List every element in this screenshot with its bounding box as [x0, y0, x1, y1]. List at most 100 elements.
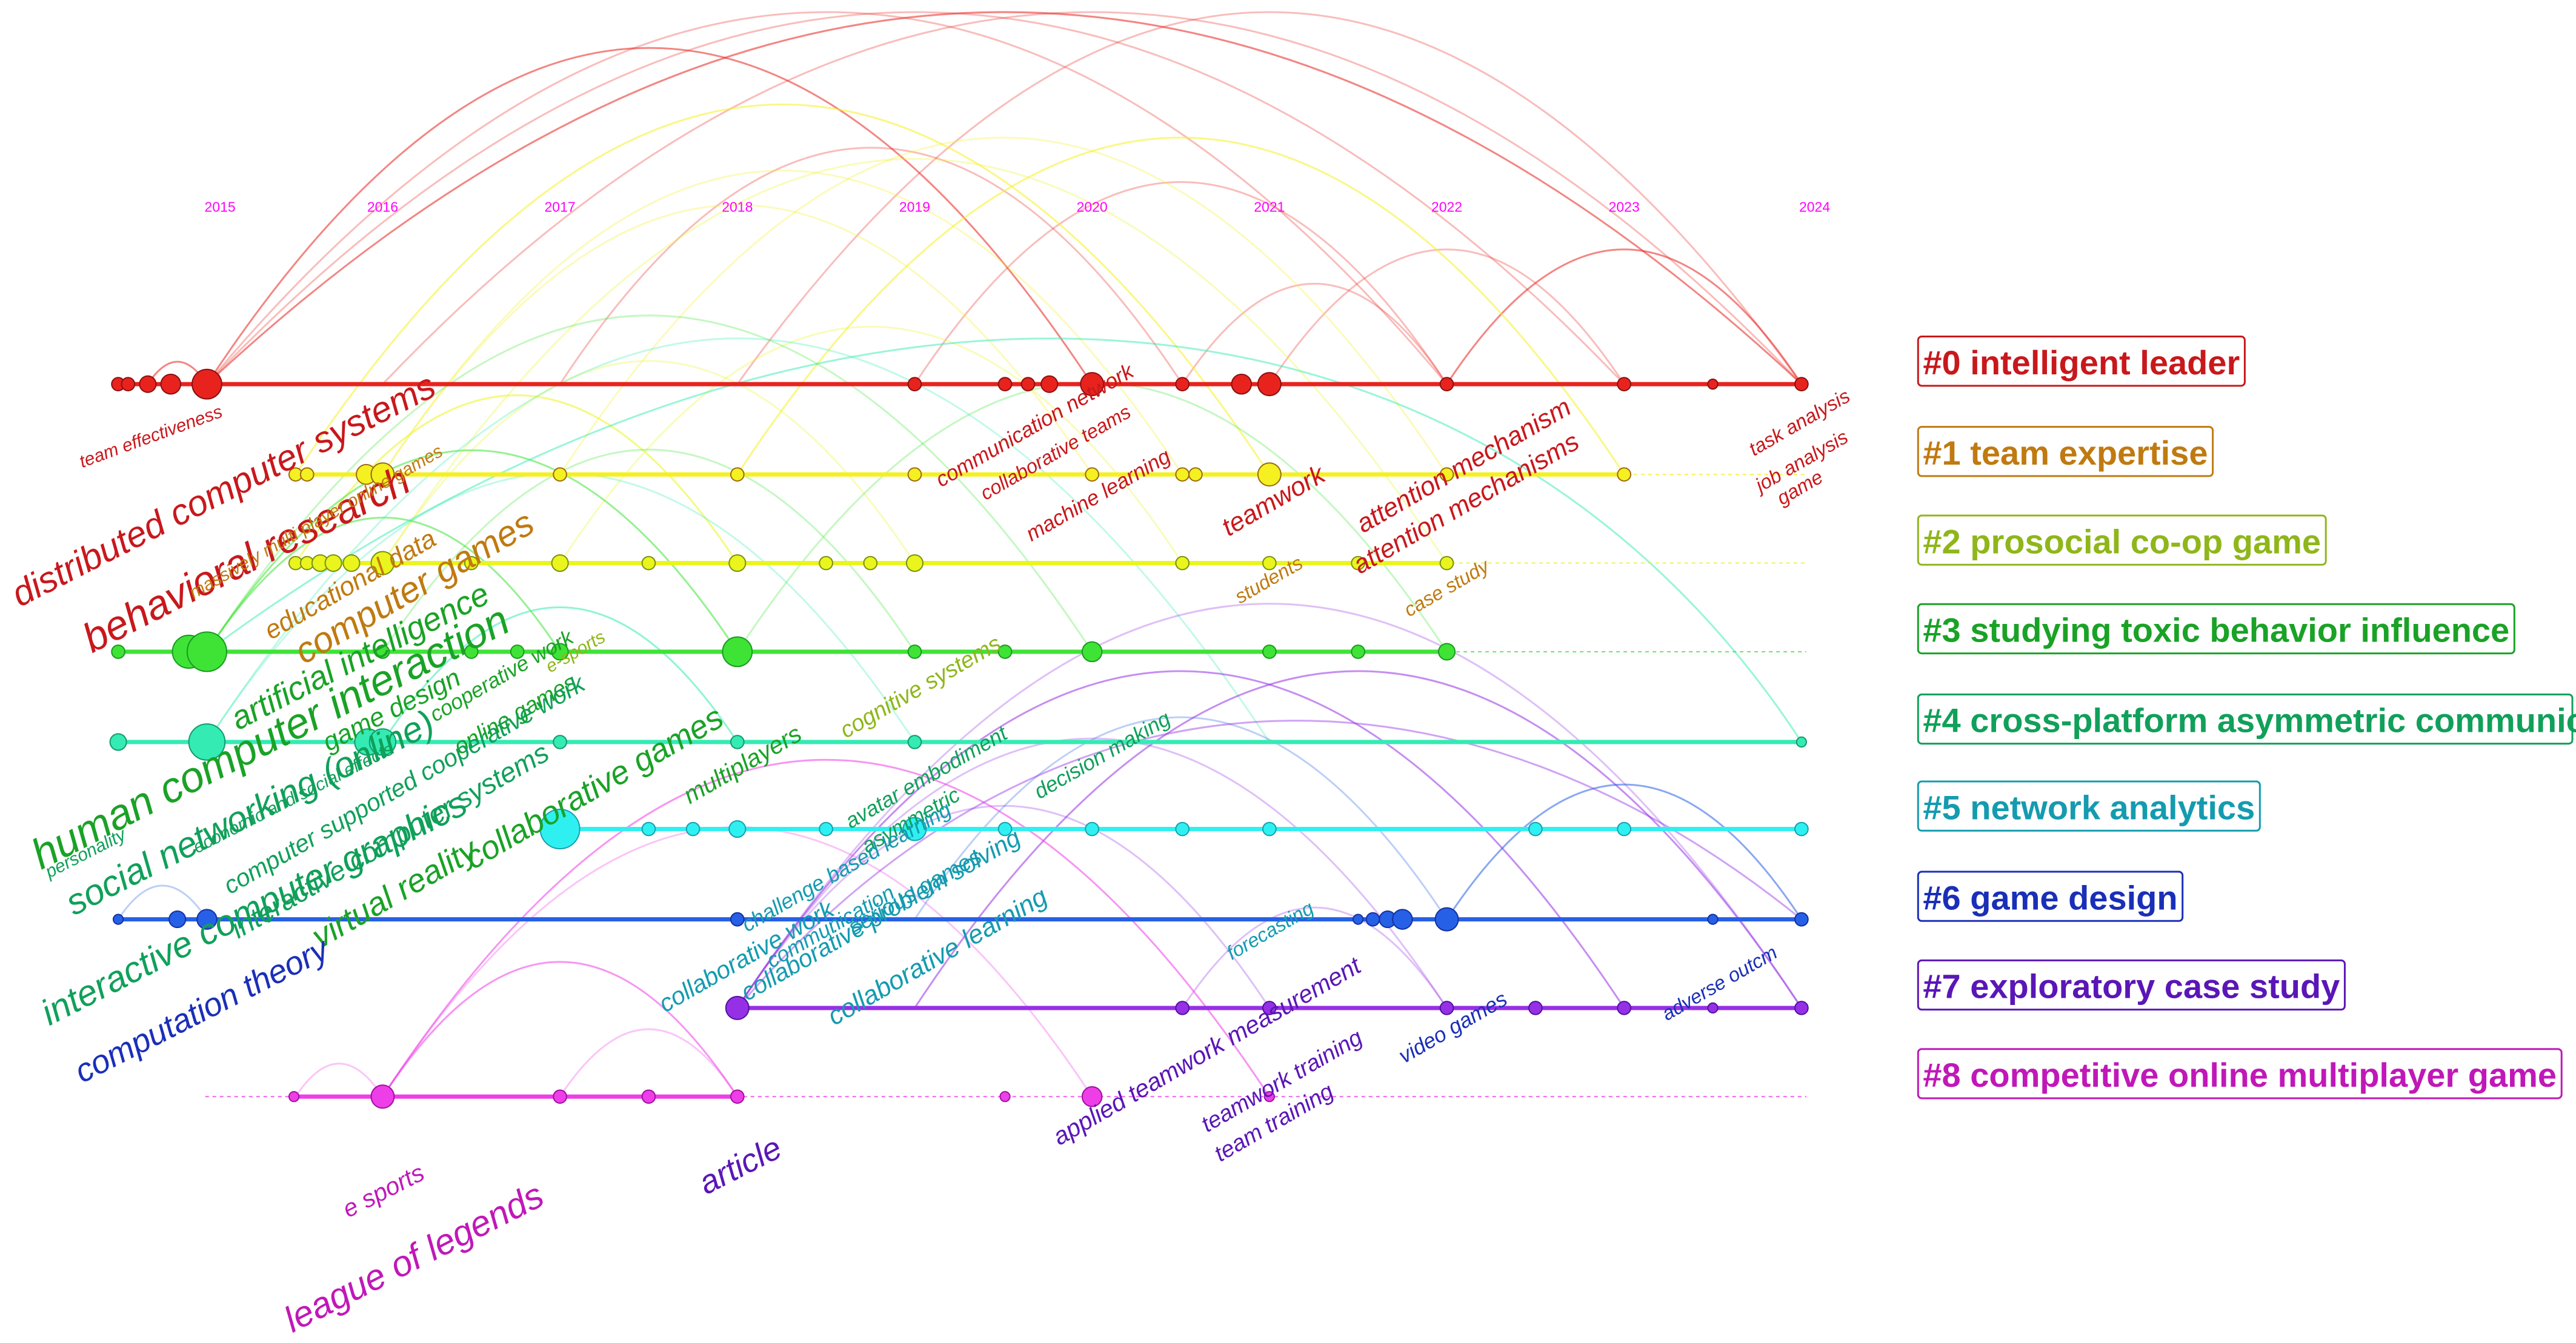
- cluster-labels: #0 intelligent leader #1 team expertise #2…: [1917, 336, 2576, 1099]
- arc-36: [1446, 783, 1803, 920]
- cluster-label-box-2: [1917, 514, 2327, 566]
- node-1-24: [1085, 467, 1099, 482]
- node-6-86: [1353, 914, 1364, 925]
- node-0-8: [1040, 375, 1059, 393]
- node-0-10: [1175, 377, 1190, 391]
- node-7-93: [725, 995, 750, 1020]
- cluster-label-text-3: #3 studying toxic behavior influence: [1923, 611, 2509, 649]
- node-3-54: [722, 636, 753, 668]
- node-3-53: [551, 643, 569, 661]
- arc-cross-violet: [736, 720, 1802, 1009]
- node-5-69: [539, 809, 581, 850]
- node-3-52: [510, 645, 525, 659]
- cluster-label-box-3: [1917, 603, 2515, 655]
- arc-1: [206, 11, 1625, 385]
- keyword-forecasting: forecasting: [1223, 897, 1317, 964]
- node-5-79: [1528, 821, 1543, 837]
- arc-8: [1181, 282, 1448, 385]
- node-2-37: [551, 554, 569, 572]
- arc-12: [295, 104, 1271, 476]
- node-7-99: [1707, 1002, 1719, 1014]
- node-5-73: [819, 821, 833, 837]
- cluster-label-box-0: [1917, 336, 2246, 387]
- node-0-13: [1439, 377, 1454, 391]
- year-label-2022: 2022: [1431, 199, 1462, 215]
- arc-33: [914, 670, 1803, 1009]
- arc-10: [559, 147, 1183, 385]
- arc-0: [206, 11, 1802, 385]
- node-0-11: [1231, 373, 1253, 395]
- cluster-label-1: #1 team expertise: [1917, 426, 2214, 477]
- node-1-23: [907, 467, 922, 482]
- node-1-22: [730, 467, 745, 482]
- node-2-40: [819, 555, 833, 571]
- cluster-label-text-4: #4 cross-platform asymmetric communicati…: [1923, 701, 2576, 740]
- cluster-label-box-7: [1917, 959, 2346, 1011]
- node-3-49: [186, 631, 227, 672]
- keyword-decision-making: decision making: [1030, 706, 1175, 803]
- node-3-47: [111, 645, 125, 659]
- node-1-26: [1188, 467, 1203, 482]
- node-4-61: [109, 733, 127, 751]
- cluster-label-8: #8 competitive online multiplayer game: [1917, 1048, 2563, 1099]
- cluster-label-box-1: [1917, 426, 2214, 477]
- node-6-87: [1365, 912, 1380, 927]
- node-0-14: [1617, 377, 1632, 391]
- year-label-2020: 2020: [1077, 199, 1108, 215]
- cluster-label-2: #2 prosocial co-op game: [1917, 514, 2327, 566]
- year-label-2016: 2016: [367, 199, 398, 215]
- node-4-62: [188, 723, 226, 761]
- arc-5: [736, 11, 1803, 385]
- arc-41: [559, 1028, 739, 1098]
- node-2-36: [464, 555, 479, 571]
- cluster-label-text-2: #2 prosocial co-op game: [1923, 522, 2321, 560]
- node-1-20: [370, 462, 395, 487]
- year-label-2015: 2015: [205, 199, 236, 215]
- node-5-80: [1617, 821, 1632, 837]
- year-label-2021: 2021: [1254, 199, 1285, 215]
- node-0-3: [160, 373, 182, 395]
- cluster-label-text-7: #7 exploratory case study: [1923, 967, 2340, 1006]
- arc-37: [914, 716, 1448, 920]
- node-3-57: [1081, 641, 1103, 663]
- node-1-27: [1257, 462, 1282, 487]
- year-label-2023: 2023: [1609, 199, 1640, 215]
- arc-31: [736, 737, 1448, 1009]
- cluster-label-7: #7 exploratory case study: [1917, 959, 2346, 1011]
- node-1-29: [1617, 467, 1632, 482]
- arc-34: [736, 805, 1271, 1009]
- node-7-98: [1617, 1001, 1632, 1015]
- arc-32: [1181, 906, 1448, 1009]
- node-5-71: [685, 821, 701, 837]
- node-6-89: [1392, 909, 1413, 930]
- cluster-label-box-4: [1917, 693, 2574, 745]
- node-2-35: [370, 551, 395, 575]
- arc-30: [736, 670, 1625, 1009]
- arc-21: [206, 449, 739, 652]
- node-3-55: [907, 645, 922, 659]
- cluster-label-text-6: #6 game design: [1923, 878, 2177, 917]
- node-5-75: [997, 821, 1013, 837]
- cluster-label-box-5: [1917, 780, 2261, 832]
- year-label-2017: 2017: [545, 199, 576, 215]
- arc-7: [1268, 248, 1625, 385]
- node-7-94: [1175, 1001, 1190, 1015]
- cluster-label-text-8: #8 competitive online multiplayer game: [1923, 1056, 2557, 1094]
- arc-2: [206, 11, 1448, 385]
- node-7-95: [1262, 1001, 1277, 1015]
- keyword-article: article: [693, 1129, 788, 1201]
- node-2-46: [1439, 555, 1454, 571]
- cluster-label-5: #5 network analytics: [1917, 780, 2261, 832]
- keyword-adverse-outcm: adverse outcm: [1658, 941, 1781, 1025]
- node-4-64: [368, 728, 397, 756]
- arc-16: [382, 170, 1183, 476]
- arc-28: [206, 337, 1271, 743]
- node-0-4: [191, 368, 222, 400]
- node-2-34: [342, 554, 361, 572]
- arc-42: [382, 758, 1271, 1098]
- arc-20: [382, 158, 1448, 564]
- cluster-label-box-8: [1917, 1048, 2563, 1099]
- keyword-team-effectiveness: team effectiveness: [77, 402, 225, 472]
